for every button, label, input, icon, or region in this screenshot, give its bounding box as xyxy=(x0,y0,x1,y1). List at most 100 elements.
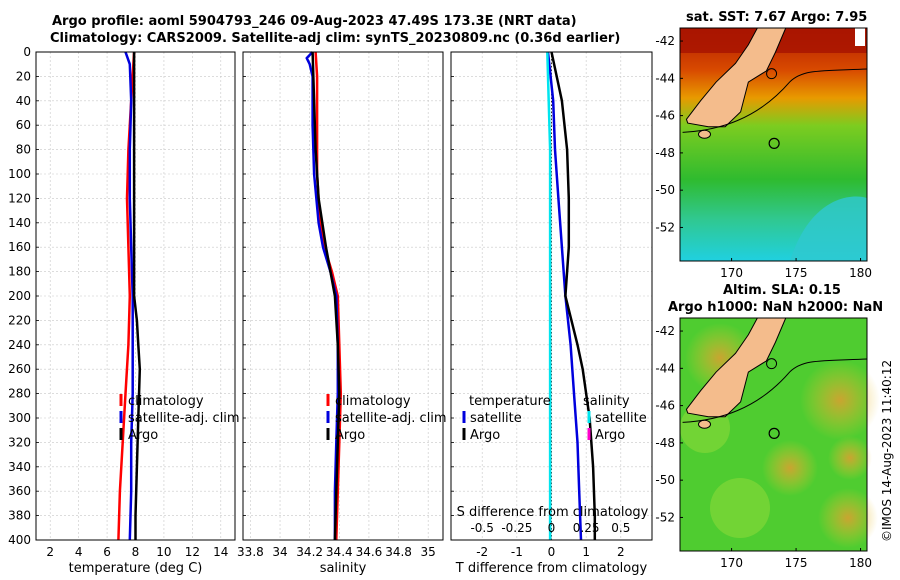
difference-panel-xtick-label: 1 xyxy=(582,545,590,559)
difference-panel-xtick-label: -2 xyxy=(476,545,488,559)
salinity-panel-xtick-label: 34.8 xyxy=(385,545,412,559)
temperature-panel-xtick-label: 4 xyxy=(75,545,83,559)
salinity-panel-xtick-label: 34.2 xyxy=(296,545,323,559)
sla-map-land xyxy=(685,317,787,418)
sla-map-ytick-label: -42 xyxy=(655,324,675,338)
sla-anomaly-spot xyxy=(800,360,880,440)
sst-map-xtick-label: 170 xyxy=(720,266,743,280)
temperature-panel-legend-label-2: Argo xyxy=(128,428,158,443)
sst-map-frame xyxy=(679,27,868,262)
sst-map-ytick-label: -44 xyxy=(655,71,675,85)
depth-tick-label: 340 xyxy=(8,460,31,474)
sst-map-isobath xyxy=(682,68,868,133)
temperature-panel-xtick-label: 10 xyxy=(156,545,171,559)
depth-tick-label: 100 xyxy=(8,167,31,181)
sla-map-ytick-label: -46 xyxy=(655,399,675,413)
sst-cold-water xyxy=(790,196,867,261)
sdiff-axis-label: S difference from climatology xyxy=(457,505,649,520)
sst-map-land xyxy=(685,27,787,128)
temperature-panel-xtick-label: 14 xyxy=(213,545,228,559)
sst-map-stewart-island xyxy=(698,129,712,139)
sla-map-isobath xyxy=(682,358,868,423)
sdiff-tick-label: 0.5 xyxy=(611,521,630,535)
salinity-panel-xtick-label: 35 xyxy=(421,545,436,559)
sla-map-argo-position-marker xyxy=(768,427,780,439)
sdiff-tick-label: -0.5 xyxy=(470,521,493,535)
salinity-panel-xtick-label: 34.6 xyxy=(356,545,383,559)
depth-tick-label: 0 xyxy=(23,45,31,59)
sla-map-xtick-label: 170 xyxy=(720,556,743,570)
sla-map-ytick-label: -44 xyxy=(655,361,675,375)
depth-tick-label: 120 xyxy=(8,191,31,205)
depth-tick-label: 380 xyxy=(8,509,31,523)
sla-light-patch xyxy=(710,478,770,538)
salinity-panel-legend-label-2: Argo xyxy=(335,428,365,443)
tdiff-legend-title: temperature xyxy=(469,394,551,409)
depth-tick-label: 160 xyxy=(8,240,31,254)
sst-map-ytick-label: -52 xyxy=(655,220,675,234)
depth-tick-label: 40 xyxy=(16,94,31,108)
temperature-panel-series-satellite-adj-clim xyxy=(124,51,134,541)
depth-tick-label: 240 xyxy=(8,338,31,352)
sla-map-stewart-island xyxy=(698,419,712,429)
salinity-panel-xlabel: salinity xyxy=(320,561,367,576)
depth-tick-label: 300 xyxy=(8,411,31,425)
sla-anomaly-spot xyxy=(828,436,872,480)
sdiff-legend-label-0: satellite xyxy=(595,411,647,426)
temperature-panel-legend-label-1: satellite-adj. clim xyxy=(128,411,240,426)
depth-tick-label: 60 xyxy=(16,118,31,132)
sst-map-title: sat. SST: 7.67 Argo: 7.95 xyxy=(686,10,868,25)
sla-map-group xyxy=(679,317,880,552)
salinity-panel-legend-label-0: climatology xyxy=(335,394,411,409)
difference-panel-xtick-label: 0 xyxy=(548,545,556,559)
sdiff-tick-label: -0.25 xyxy=(501,521,532,535)
depth-tick-label: 360 xyxy=(8,484,31,498)
temperature-panel-legend-label-0: climatology xyxy=(128,394,204,409)
difference-panel-xtick-label: -1 xyxy=(511,545,523,559)
sst-map-ytick-label: -46 xyxy=(655,109,675,123)
sla-map-frame xyxy=(679,317,868,552)
tdiff-legend-label-0: satellite xyxy=(470,411,522,426)
salinity-panel-series-climatology xyxy=(314,51,343,541)
temperature-panel-xtick-label: 6 xyxy=(103,545,111,559)
depth-tick-label: 280 xyxy=(8,387,31,401)
sst-map-group xyxy=(679,27,868,262)
difference-panel-xtick-label: 2 xyxy=(617,545,625,559)
difference-panel-xlabel: T difference from climatology xyxy=(455,561,648,576)
depth-tick-label: 400 xyxy=(8,533,31,547)
difference-panel-series-t-argo xyxy=(550,51,597,540)
sla-map-contour xyxy=(766,358,778,370)
salinity-panel-xtick-label: 34.4 xyxy=(326,545,353,559)
sla-map-ytick-label: -50 xyxy=(655,473,675,487)
sdiff-legend-label-1: Argo xyxy=(595,428,625,443)
salinity-panel-legend-label-1: satellite-adj. clim xyxy=(335,411,447,426)
depth-tick-label: 260 xyxy=(8,362,31,376)
temperature-panel-xtick-label: 12 xyxy=(185,545,200,559)
salinity-panel-series-argo xyxy=(311,51,341,541)
sla-map-title-2: Argo h1000: NaN h2000: NaN xyxy=(668,300,884,315)
sst-map-xtick-label: 175 xyxy=(785,266,808,280)
temperature-panel-series-argo xyxy=(132,52,142,540)
sdiff-tick-label: 0 xyxy=(548,521,556,535)
depth-tick-label: 80 xyxy=(16,143,31,157)
depth-tick-label: 180 xyxy=(8,265,31,279)
figure-title-line-2: Climatology: CARS2009. Satellite-adj cli… xyxy=(50,31,621,46)
depth-tick-label: 320 xyxy=(8,435,31,449)
temperature-panel-xtick-label: 2 xyxy=(46,545,54,559)
sla-map-xtick-label: 180 xyxy=(849,556,872,570)
sdiff-tick-label: 0.25 xyxy=(573,521,600,535)
sla-map-xtick-label: 175 xyxy=(785,556,808,570)
sla-map-ytick-label: -52 xyxy=(655,510,675,524)
sla-map-ytick-label: -48 xyxy=(655,436,675,450)
figure-title-line-1: Argo profile: aoml 5904793_246 09-Aug-20… xyxy=(52,14,577,29)
sst-map-xtick-label: 180 xyxy=(849,266,872,280)
sdiff-legend-title: salinity xyxy=(583,394,630,409)
salinity-panel-xtick-label: 33.8 xyxy=(237,545,264,559)
tdiff-legend-label-1: Argo xyxy=(470,428,500,443)
sst-map-argo-position-marker xyxy=(768,137,780,149)
difference-panel-series-s-satellite xyxy=(546,51,552,540)
sla-anomaly-spot xyxy=(818,488,878,548)
sla-map-title-1: Altim. SLA: 0.15 xyxy=(723,283,841,298)
depth-tick-label: 220 xyxy=(8,313,31,327)
